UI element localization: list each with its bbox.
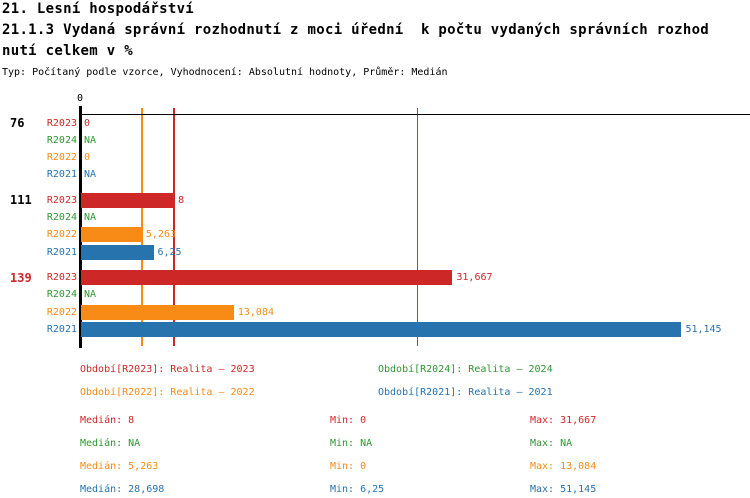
- bar-r2021: [81, 322, 682, 337]
- chart-meta: Typ: Počítaný podle vzorce, Vyhodnocení:…: [2, 67, 448, 78]
- group-label: 139: [10, 270, 32, 285]
- bar-value-label: 6,25: [157, 246, 182, 258]
- stat-min-r2023: Min: 0: [330, 415, 367, 426]
- stat-median-r2023: Medián: 8: [80, 415, 135, 426]
- group-label: 76: [10, 116, 25, 130]
- legend-item-r2022: Období[R2022]: Realita – 2022: [80, 387, 255, 398]
- bar-value-label: 13,084: [237, 306, 274, 318]
- bar-r2022: [81, 304, 234, 320]
- bar-r2023: [81, 270, 453, 286]
- bar-value-label: NA: [84, 289, 97, 301]
- row-label-r2021: R2021: [46, 324, 77, 335]
- legend-item-r2023: Období[R2023]: Realita – 2023: [80, 364, 255, 375]
- bar-value-label: NA: [84, 212, 97, 224]
- bar-r2021: [81, 244, 154, 260]
- stat-median-r2022: Medián: 5,263: [80, 461, 159, 472]
- group-label: 111: [10, 193, 32, 208]
- stat-median-r2024: Medián: NA: [80, 438, 141, 449]
- bar-value-label: 51,145: [685, 324, 722, 335]
- row-label-r2024: R2024: [46, 212, 77, 224]
- row-label-r2021: R2021: [46, 246, 77, 258]
- row-label-r2022: R2022: [46, 306, 77, 318]
- value-axis-zero-label: 0: [76, 93, 84, 104]
- bar-value-label: 8: [178, 194, 185, 206]
- row-label-r2024: R2024: [46, 134, 77, 146]
- bar-r2023: [81, 192, 175, 208]
- stat-max-r2024: Max: NA: [530, 438, 573, 449]
- row-label-r2022: R2022: [46, 152, 77, 164]
- stat-min-r2024: Min: NA: [330, 438, 373, 449]
- stat-min-r2021: Min: 6,25: [330, 484, 385, 495]
- row-label-r2023: R2023: [46, 194, 77, 206]
- stat-max-r2021: Max: 51,145: [530, 484, 597, 495]
- bar-r2022: [81, 227, 142, 243]
- row-label-r2023: R2023: [46, 117, 77, 129]
- median-line-r2023: [173, 108, 175, 346]
- bar-value-label: 31,667: [456, 272, 493, 284]
- row-label-r2022: R2022: [46, 229, 77, 241]
- bar-value-label: 0: [84, 117, 91, 129]
- stat-max-r2023: Max: 31,667: [530, 415, 597, 426]
- row-label-r2023: R2023: [46, 272, 77, 284]
- bar-value-label: NA: [84, 169, 97, 181]
- stat-min-r2022: Min: 0: [330, 461, 367, 472]
- legend-item-r2024: Období[R2024]: Realita – 2024: [378, 364, 553, 375]
- legend-item-r2021: Období[R2021]: Realita – 2021: [378, 387, 553, 398]
- page-title-line1: 21. Lesní hospodářství: [2, 1, 195, 17]
- median-line-r2021: [416, 108, 419, 346]
- stat-max-r2022: Max: 13,084: [530, 461, 597, 472]
- stat-median-r2021: Medián: 28,698: [80, 484, 165, 495]
- bar-value-label: 0: [84, 152, 91, 164]
- bar-value-label: 5,263: [145, 229, 176, 241]
- axis-line-vertical: [78, 106, 82, 348]
- page-title-line2: 21.1.3 Vydaná správní rozhodnutí z moci …: [2, 22, 710, 38]
- axis-line-horizontal: [80, 114, 750, 115]
- page-title-line3: nutí celkem v %: [2, 43, 133, 59]
- median-line-r2022: [141, 108, 143, 346]
- bar-value-label: NA: [84, 134, 97, 146]
- row-label-r2021: R2021: [46, 169, 77, 181]
- row-label-r2024: R2024: [46, 289, 77, 301]
